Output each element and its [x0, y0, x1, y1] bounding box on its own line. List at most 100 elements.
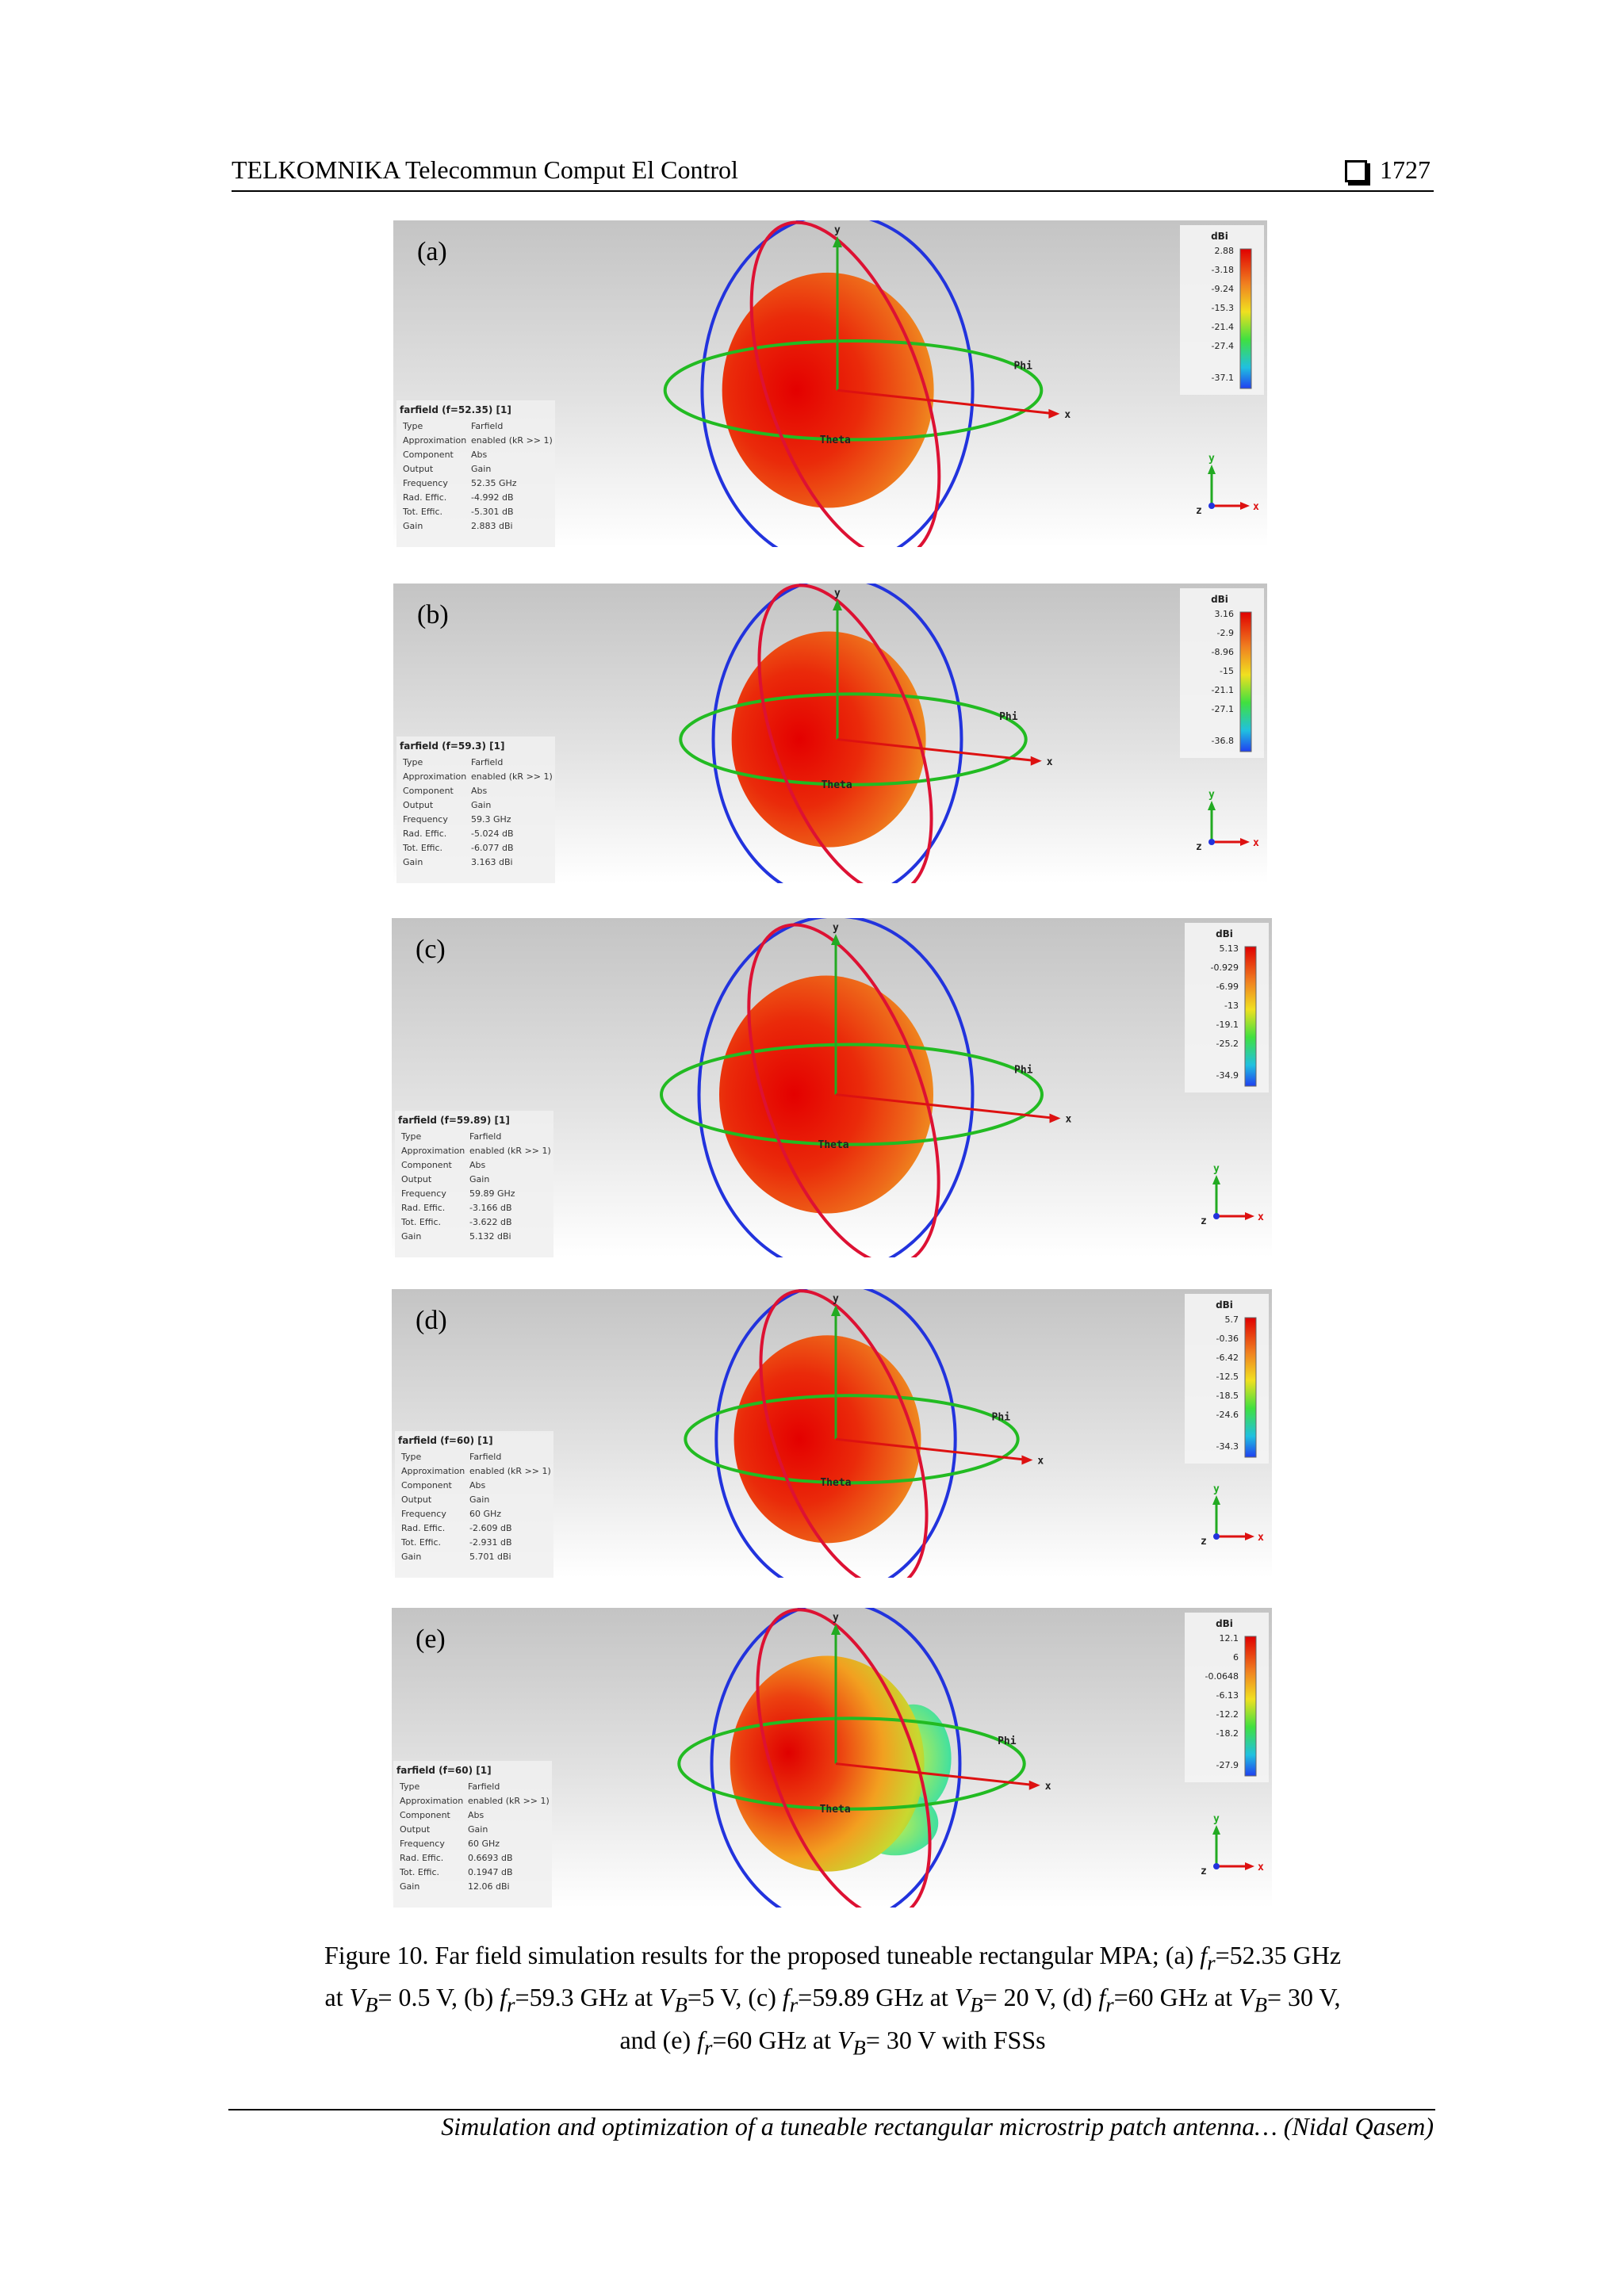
colorbar-tick: -8.96 [1212, 647, 1234, 657]
info-key: Tot. Effic. [402, 507, 442, 517]
info-value: enabled (kR >> 1) [468, 1796, 550, 1806]
info-value: Gain [469, 1174, 489, 1184]
radiation-pattern [722, 272, 934, 508]
theta-label: Theta [818, 1139, 849, 1151]
colorbar-unit: dBi [1211, 231, 1228, 242]
colorbar-tick: -15 [1220, 666, 1234, 676]
equator-ring [663, 339, 1044, 442]
theta-label: Theta [820, 1477, 851, 1489]
info-value: 0.6693 dB [468, 1853, 513, 1863]
info-key: Output [400, 1824, 431, 1835]
panel-label: (b) [417, 600, 449, 629]
colorbar-unit: dBi [1216, 928, 1233, 939]
triad-y-label: y [1213, 1483, 1220, 1495]
equator-ring [660, 1043, 1044, 1146]
theta-label: Theta [820, 1804, 851, 1816]
figure-panel: (a) y x Phi Theta farfield (f=52.35) [1] Type F… [393, 220, 1267, 547]
theta-ring [759, 1289, 929, 1578]
info-value: 12.06 dBi [468, 1881, 510, 1892]
theta-ring [747, 923, 940, 1257]
colorbar-tick: -12.5 [1216, 1372, 1239, 1382]
footer-rule [228, 2109, 1435, 2110]
info-key: Gain [403, 521, 423, 531]
info-key: Rad. Effic. [403, 492, 446, 503]
info-key: Gain [401, 1231, 421, 1242]
info-value: enabled (kR >> 1) [469, 1146, 551, 1156]
info-title: farfield (f=59.89) [1] [398, 1115, 510, 1126]
info-value: -2.931 dB [469, 1537, 512, 1548]
figure-panel: (e) y x Phi Theta farfield (f=60) [1] Type Farf… [392, 1608, 1272, 1908]
theta-ring [757, 584, 933, 883]
colorbar-tick: -2.9 [1217, 628, 1234, 638]
phi-label: Phi [998, 1735, 1017, 1747]
triad-x-label: x [1253, 837, 1259, 849]
triad-y-label: y [1213, 1163, 1220, 1175]
info-key: Output [403, 464, 434, 474]
info-value: 60 GHz [468, 1839, 500, 1849]
info-value: 52.35 GHz [471, 478, 517, 488]
colorbar-tick: -21.4 [1212, 322, 1234, 332]
info-key: Component [401, 1480, 453, 1490]
journal-name: TELKOMNIKA Telecommun Comput El Control [232, 155, 738, 184]
colorbar-tick: -25.2 [1216, 1039, 1239, 1049]
info-value: -3.622 dB [469, 1217, 512, 1227]
info-value: 2.883 dBi [471, 521, 513, 531]
info-key: Tot. Effic. [402, 843, 442, 853]
colorbar-tick: -13 [1224, 1001, 1239, 1011]
colorbar-tick: -24.6 [1216, 1410, 1239, 1420]
radiation-pattern [719, 975, 933, 1214]
colorbar-tick: -18.2 [1216, 1728, 1239, 1739]
info-key: Frequency [401, 1188, 446, 1199]
colorbar-tick: -27.9 [1216, 1760, 1239, 1770]
phi-ring [711, 584, 963, 883]
phi-ring [714, 1289, 957, 1578]
panel-label: (c) [416, 935, 446, 964]
info-key: Output [401, 1494, 432, 1505]
x-axis-label: x [1045, 1781, 1051, 1793]
info-key: Approximation [401, 1146, 465, 1156]
farfield-plot: (d) y x Phi Theta farfield (f=60) [1] Type Farf… [392, 1289, 1272, 1578]
phi-label: Phi [1014, 1065, 1033, 1077]
running-header: TELKOMNIKA Telecommun Comput El Control … [232, 155, 1434, 192]
info-value: Gain [469, 1494, 489, 1505]
info-value: -3.166 dB [469, 1203, 512, 1213]
colorbar-tick: -21.1 [1212, 685, 1234, 695]
info-key: Type [400, 1452, 421, 1462]
colorbar-tick: -15.3 [1212, 303, 1234, 313]
x-axis-label: x [1037, 1455, 1044, 1467]
farfield-plot: (c) y x Phi Theta farfield (f=59.89) [1] Type F… [392, 918, 1272, 1257]
colorbar-tick: -9.24 [1212, 284, 1234, 294]
info-value: 59.3 GHz [471, 814, 511, 825]
phi-label: Phi [999, 711, 1018, 723]
info-value: -6.077 dB [471, 843, 514, 853]
colorbar-tick: -34.3 [1216, 1441, 1239, 1452]
radiation-pattern [730, 1655, 925, 1872]
figure-panel: (c) y x Phi Theta farfield (f=59.89) [1] Type F… [392, 918, 1272, 1257]
theta-ring [749, 220, 941, 547]
colorbar-tick: 3.16 [1215, 609, 1235, 619]
triad-y-label: y [1213, 1813, 1220, 1825]
y-axis-label: y [834, 587, 841, 599]
colorbar-tick: -6.99 [1216, 982, 1239, 992]
triad-z-label: z [1196, 841, 1202, 853]
info-value: Abs [471, 450, 488, 460]
info-key: Gain [403, 857, 423, 867]
triad-y-label: y [1208, 789, 1215, 801]
equator-ring [679, 692, 1028, 786]
triad-z-label: z [1196, 505, 1202, 517]
colorbar-unit: dBi [1211, 594, 1228, 605]
triad-x-label: x [1258, 1862, 1264, 1873]
info-key: Component [403, 450, 454, 460]
colorbar-tick: -0.0648 [1205, 1671, 1239, 1682]
info-key: Tot. Effic. [400, 1217, 441, 1227]
farfield-plot: (b) y x Phi Theta farfield (f=59.3) [1] Type Fa… [393, 584, 1267, 883]
info-key: Rad. Effic. [400, 1853, 443, 1863]
y-axis-label: y [833, 1293, 839, 1305]
info-key: Gain [401, 1552, 421, 1562]
colorbar-tick: -3.18 [1212, 265, 1234, 275]
colorbar-tick: 5.7 [1225, 1314, 1239, 1325]
colorbar-tick: 5.13 [1220, 943, 1239, 954]
y-axis-label: y [833, 1612, 839, 1624]
info-key: Frequency [403, 478, 448, 488]
panel-label: (e) [416, 1624, 446, 1654]
